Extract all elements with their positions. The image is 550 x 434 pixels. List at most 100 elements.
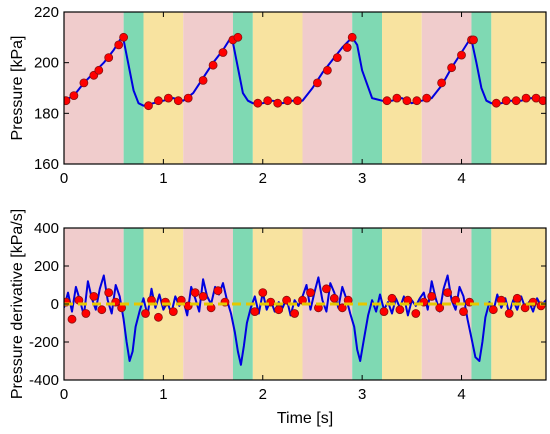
data-point	[144, 101, 153, 111]
y-tick-label: 160	[34, 156, 59, 173]
x-tick-label: 1	[159, 386, 167, 403]
x-axis-label: Time [s]	[277, 410, 333, 427]
y-axis-label: Pressure [kPa]	[9, 36, 26, 141]
x-tick-label: 0	[60, 386, 68, 403]
data-point	[97, 305, 107, 315]
data-point	[395, 305, 405, 315]
data-point	[89, 291, 99, 301]
data-point	[153, 96, 163, 106]
data-point	[273, 98, 283, 108]
data-point	[392, 93, 402, 103]
y-tick-label: 180	[34, 105, 59, 122]
data-point	[412, 96, 422, 106]
data-point	[312, 78, 322, 88]
data-point	[512, 293, 522, 303]
data-point	[342, 43, 352, 52]
data-point	[183, 93, 193, 103]
data-point	[321, 284, 331, 294]
phase-band-7	[352, 12, 383, 164]
y-axis-label: Pressure derivative [kPa/s]	[9, 209, 26, 399]
data-point	[163, 93, 173, 103]
phase-band-9	[421, 12, 472, 164]
data-point	[447, 63, 457, 73]
data-point	[198, 291, 208, 301]
data-point	[451, 295, 461, 305]
data-point	[141, 309, 150, 318]
y-tick-label: -400	[29, 372, 59, 389]
data-point	[263, 96, 273, 106]
phase-band-0	[64, 12, 124, 164]
data-point	[379, 307, 389, 317]
data-point	[322, 65, 332, 75]
data-point	[290, 309, 300, 318]
data-point	[64, 96, 71, 106]
data-point	[521, 93, 531, 103]
data-point	[488, 305, 498, 315]
phase-band-1	[123, 228, 144, 380]
data-point	[422, 93, 432, 103]
data-point	[337, 303, 347, 313]
data-point	[283, 96, 293, 106]
data-point	[274, 305, 284, 315]
data-point	[347, 32, 357, 42]
data-point	[443, 288, 453, 298]
data-point	[213, 286, 223, 296]
data-point	[501, 96, 511, 106]
data-point	[250, 307, 260, 317]
data-point	[282, 295, 292, 305]
x-tick-label: 2	[259, 386, 267, 403]
data-point	[411, 309, 421, 318]
y-tick-label: 220	[34, 4, 59, 21]
data-point	[459, 307, 468, 317]
phase-band-3	[183, 12, 233, 164]
data-point	[198, 76, 208, 85]
plot-area	[64, 228, 546, 380]
data-point	[437, 78, 447, 88]
y-tick-label: 400	[34, 220, 59, 237]
data-point	[69, 91, 79, 100]
data-point	[119, 32, 128, 42]
data-point	[457, 50, 466, 60]
data-point	[382, 96, 392, 106]
x-tick-label: 3	[358, 170, 366, 187]
x-tick-label: 0	[60, 170, 68, 187]
x-tick-label: 1	[159, 170, 167, 187]
data-point	[208, 60, 218, 70]
data-point	[153, 312, 163, 322]
plot-area	[64, 12, 546, 164]
phase-band-4	[232, 228, 253, 380]
data-point	[168, 307, 178, 317]
data-point	[332, 53, 342, 62]
data-point	[491, 98, 501, 108]
data-point	[79, 78, 89, 88]
data-point	[504, 309, 514, 318]
pressure-chart: 0 1 2 3 4 160 180 200 220 Pressure [kPa]	[9, 4, 547, 187]
data-point	[538, 96, 546, 106]
y-tick-label: 0	[51, 296, 59, 313]
data-point	[104, 53, 114, 62]
data-point	[329, 293, 339, 303]
data-point	[387, 293, 397, 303]
data-point	[469, 35, 478, 45]
data-point	[233, 32, 243, 42]
phase-band-6	[302, 12, 353, 164]
data-point	[258, 288, 268, 298]
y-tick-label: 200	[34, 258, 59, 275]
data-point	[218, 48, 228, 57]
data-point	[81, 309, 91, 318]
data-point	[427, 291, 437, 301]
data-point	[94, 65, 104, 75]
phase-band-5	[252, 12, 303, 164]
data-point	[104, 288, 114, 298]
y-tick-label: 200	[34, 55, 59, 72]
data-point	[293, 96, 302, 106]
data-point	[190, 288, 200, 298]
data-point	[402, 96, 412, 106]
x-tick-label: 4	[457, 170, 465, 187]
y-tick-label: -200	[29, 334, 59, 351]
data-point	[114, 40, 124, 50]
phase-band-10	[471, 228, 492, 380]
x-tick-label: 3	[358, 386, 366, 403]
data-point	[306, 288, 315, 298]
